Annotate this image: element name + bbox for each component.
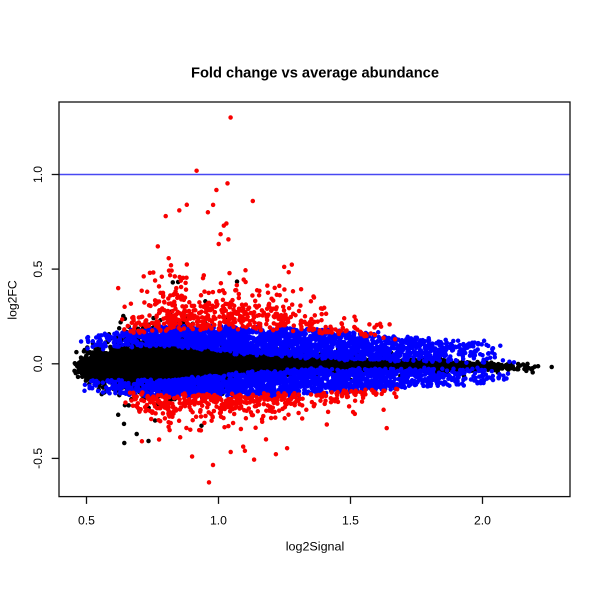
svg-text:log2FC: log2FC — [6, 280, 20, 319]
svg-text:0.5: 0.5 — [78, 514, 95, 528]
svg-text:1.0: 1.0 — [31, 166, 45, 183]
svg-text:2.0: 2.0 — [474, 514, 491, 528]
svg-text:0.5: 0.5 — [31, 260, 45, 277]
svg-text:Fold change vs average abundan: Fold change vs average abundance — [191, 65, 439, 82]
svg-text:1.5: 1.5 — [342, 514, 359, 528]
svg-text:0.0: 0.0 — [31, 355, 45, 372]
svg-text:1.0: 1.0 — [210, 514, 227, 528]
svg-text:log2Signal: log2Signal — [286, 540, 345, 554]
svg-text:-0.5: -0.5 — [31, 448, 45, 469]
